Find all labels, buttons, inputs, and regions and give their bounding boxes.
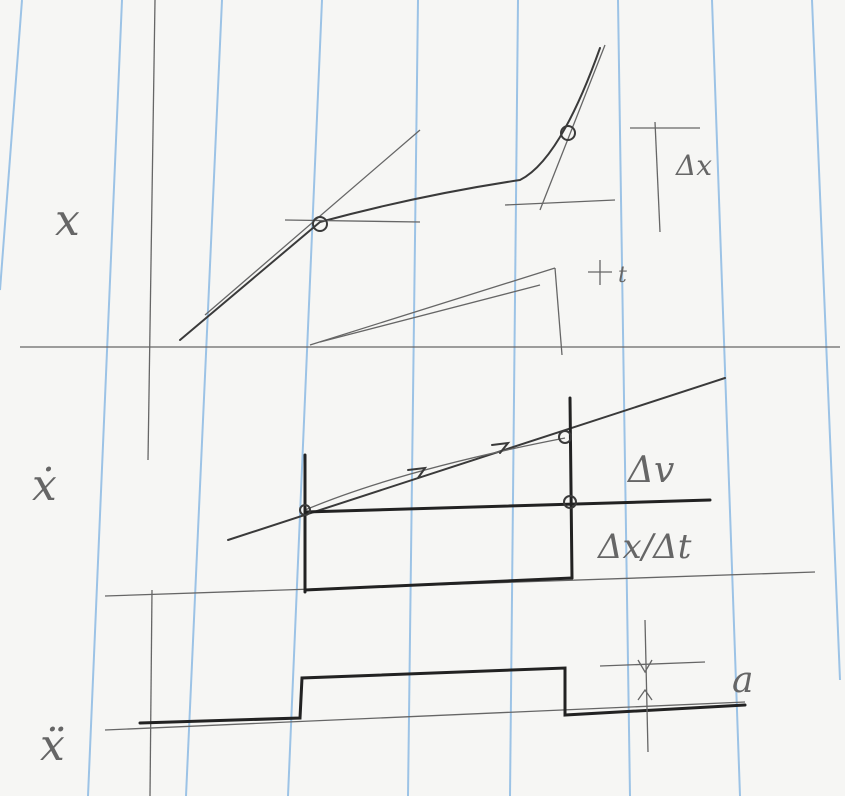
acceleration-graph: ẍ a: [40, 619, 753, 771]
velocity-label: ẋ: [32, 460, 57, 511]
delta-x-label: Δx: [675, 149, 712, 182]
a-label: a: [732, 660, 753, 701]
velocity-graph: ẋ Δv Δx/Δt: [32, 377, 816, 597]
time-label: t: [618, 263, 627, 288]
position-label: x: [55, 195, 80, 246]
vertical-axis: [147, 0, 156, 796]
acceleration-label: ẍ: [40, 720, 65, 771]
delta-x-over-delta-t-label: Δx/Δt: [596, 527, 692, 567]
position-graph: x Δx t: [20, 44, 840, 356]
delta-v-label: Δv: [626, 450, 674, 491]
